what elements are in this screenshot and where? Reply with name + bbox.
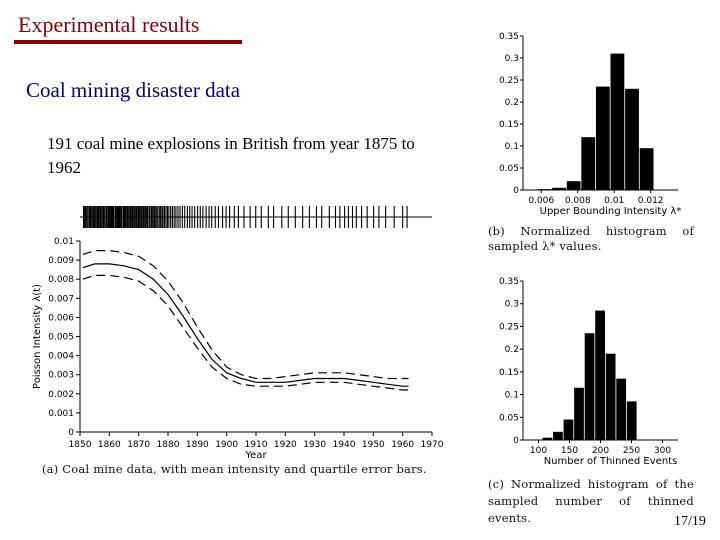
thinned-hist-bar [605,353,616,440]
y-tick-label: 0.01 [54,237,74,247]
y-axis-label: Poisson Intensity λ(t) [32,284,43,389]
thinned-events-histogram: 100 150 200 250 300 0 0.05 0.1 0.15 0.2 0.25 0.3 0.3… [499,277,678,467]
thinned-hist-bar [595,310,605,440]
thinned-hist-y-tick-label: 0 [513,436,519,446]
y-tick-label: 0.008 [48,275,74,285]
thinned-hist-x-tick-label: 200 [592,446,609,456]
lambda-hist-bar [537,189,552,190]
lambda-hist-bar [581,137,596,190]
x-tick-label: 1870 [127,440,150,450]
y-tick-label: 0.009 [48,256,74,266]
x-tick-label: 1900 [215,440,238,450]
lambda-hist-y-tick-label: 0.35 [499,32,519,42]
thinned-hist-y-tick-label: 0.15 [499,368,519,378]
caption-b: (b) Normalized histogram of sampled λ* v… [488,224,694,253]
thinned-hist-x-axis-label: Number of Thinned Events [544,456,678,467]
thinned-hist-bar [584,333,595,440]
thinned-hist-x-tick-label: 150 [561,446,578,456]
y-tick-label: 0.001 [48,409,74,419]
lambda-hist-bar [610,53,625,190]
lambda-hist-y-tick-label: 0.05 [499,164,519,174]
intensity-chart: 1850 1860 1870 1880 1890 1900 1910 1920 1930 1940… [32,206,444,461]
x-tick-label: 1860 [98,440,121,450]
lambda-histogram: 0.006 0.008 0.01 0.012 0 0.05 0.1 0.15 0.2 0.25 0.… [499,32,681,217]
x-tick-label: 1930 [303,440,326,450]
thinned-hist-y-tick-label: 0.35 [499,277,519,287]
x-tick-label: 1850 [69,440,92,450]
description-text: 191 coal mine explosions in British from… [47,134,415,177]
y-tick-label: 0.006 [48,313,74,323]
thinned-hist-y-tick-label: 0.2 [505,345,519,355]
y-tick-label: 0.005 [48,333,74,343]
lambda-hist-y-tick-label: 0.25 [499,76,519,86]
lambda-hist-bar [566,181,581,190]
slide-title: Experimental results [18,12,200,37]
thinned-hist-y-tick-label: 0.3 [505,300,519,310]
lambda-hist-bar [595,86,610,190]
lambda-hist-y-tick-label: 0.15 [499,120,519,130]
y-tick-label: 0 [68,428,74,438]
thinned-hist-y-tick-label: 0.1 [505,391,519,401]
thinned-hist-bar [563,419,574,440]
y-tick-label: 0.003 [48,371,74,381]
lambda-hist-y-tick-label: 0.2 [505,98,519,108]
caption-c: (c) Normalized histogram of the sampled … [488,477,694,525]
x-tick-label: 1970 [421,440,444,450]
x-tick-label: 1960 [391,440,414,450]
thinned-hist-x-tick-label: 250 [623,446,640,456]
thinned-hist-y-tick-label: 0.05 [499,413,519,423]
lambda-hist-y-tick-label: 0.3 [505,54,519,64]
thinned-hist-bar [616,378,627,440]
lambda-hist-y-tick-label: 0 [513,186,519,196]
lambda-hist-bar [639,148,654,190]
thinned-hist-bar [574,387,584,440]
thinned-hist-bar [626,401,637,440]
lambda-hist-y-tick-label: 0.1 [505,142,519,152]
lambda-hist-x-tick-label: 0.008 [565,196,591,206]
x-tick-label: 1910 [245,440,268,450]
y-tick-label: 0.007 [48,294,74,304]
x-axis-label: Year [244,450,267,461]
x-tick-label: 1920 [274,440,297,450]
thinned-hist-x-tick-label: 100 [530,446,547,456]
y-tick-label: 0.004 [48,352,74,362]
lambda-hist-x-axis-label: Upper Bounding Intensity λ* [540,206,682,217]
x-tick-label: 1940 [333,440,356,450]
mean-intensity-line [82,263,409,387]
y-tick-label: 0.002 [48,390,74,400]
x-tick-label: 1890 [186,440,209,450]
lambda-hist-bar [552,187,566,190]
thinned-hist-bar [542,437,553,440]
x-tick-label: 1880 [157,440,180,450]
lambda-hist-x-tick-label: 0.012 [638,196,664,206]
slide-subtitle: Coal mining disaster data [26,78,241,102]
upper-quartile-line [82,250,409,380]
caption-a: (a) Coal mine data, with mean intensity … [42,462,427,476]
lower-quartile-line [82,274,409,391]
lambda-hist-bar [625,88,639,190]
x-tick-label: 1950 [362,440,385,450]
title-underline [14,40,242,44]
lambda-hist-x-tick-label: 0.01 [604,196,624,206]
thinned-hist-y-tick-label: 0.25 [499,322,519,332]
lambda-hist-x-tick-label: 0.006 [528,196,554,206]
thinned-hist-x-tick-label: 300 [654,446,671,456]
page-number: 17/19 [674,514,706,529]
thinned-hist-bar [553,431,563,440]
